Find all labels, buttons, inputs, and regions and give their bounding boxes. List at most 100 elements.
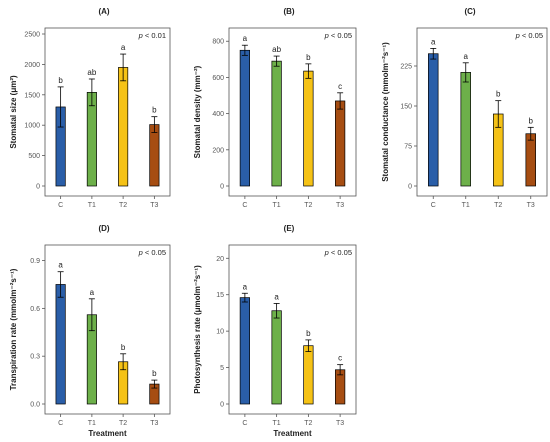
plot-frame bbox=[44, 27, 171, 197]
panel-title: (E) bbox=[284, 224, 295, 233]
significance-letter: c bbox=[338, 82, 342, 91]
significance-letter: a bbox=[243, 34, 248, 43]
y-tick-label: 0 bbox=[220, 184, 224, 191]
significance-letter: a bbox=[90, 288, 95, 297]
panel-e: (E) 0 5 10 15 20 a Ca T1 b T2 c T3 p < 0.05 Photosynth… bbox=[193, 224, 357, 438]
significance-letter: a bbox=[274, 292, 279, 301]
significance-letter: a bbox=[431, 37, 436, 46]
bar-t3 bbox=[335, 100, 346, 187]
p-value-annotation: p < 0.05 bbox=[324, 31, 352, 40]
y-tick-label: 0.9 bbox=[30, 258, 40, 265]
bar-t1 bbox=[271, 310, 282, 405]
y-tick-label: 0 bbox=[36, 184, 40, 191]
bar-t2 bbox=[303, 70, 314, 187]
significance-letter: c bbox=[338, 354, 342, 363]
p-value-annotation: p < 0.05 bbox=[138, 248, 166, 257]
bar-t2 bbox=[303, 345, 314, 405]
x-tick-label: C bbox=[242, 202, 247, 209]
bar-c bbox=[55, 284, 66, 405]
x-tick-label: T3 bbox=[150, 420, 158, 427]
y-axis-label: Stomatal density (mm⁻²) bbox=[193, 65, 202, 158]
x-tick-label: T1 bbox=[273, 420, 281, 427]
significance-letter: b bbox=[306, 53, 311, 62]
y-tick-label: 0.6 bbox=[30, 306, 40, 313]
plot-frame bbox=[228, 27, 357, 197]
plot-frame bbox=[228, 244, 357, 415]
plot-frame bbox=[44, 244, 171, 415]
x-tick-label: C bbox=[431, 202, 436, 209]
x-tick-label: C bbox=[242, 420, 247, 427]
bar-t1 bbox=[271, 60, 282, 187]
y-axis-label: Stomatal size (μm²) bbox=[9, 75, 18, 149]
x-tick-label: C bbox=[58, 420, 63, 427]
x-tick-label: T3 bbox=[150, 202, 158, 209]
y-tick-label: 600 bbox=[212, 75, 224, 82]
y-tick-label: 0.3 bbox=[30, 354, 40, 361]
significance-letter: b bbox=[496, 90, 501, 99]
significance-letter: b bbox=[58, 76, 63, 85]
bar-t2 bbox=[118, 67, 129, 187]
significance-letter: a bbox=[243, 282, 248, 291]
p-value-annotation: p < 0.01 bbox=[138, 31, 166, 40]
significance-letter: ab bbox=[87, 68, 96, 77]
y-tick-label: 800 bbox=[212, 39, 224, 46]
y-tick-label: 10 bbox=[216, 329, 224, 336]
bar-t3 bbox=[149, 124, 160, 187]
y-tick-label: 15 bbox=[216, 292, 224, 299]
y-tick-label: 2500 bbox=[24, 32, 40, 39]
y-tick-label: 225 bbox=[400, 64, 412, 71]
y-tick-label: 75 bbox=[404, 144, 412, 151]
panel-title: (A) bbox=[98, 7, 109, 16]
significance-letter: b bbox=[152, 369, 157, 378]
significance-letter: a bbox=[464, 52, 469, 61]
y-tick-label: 0 bbox=[220, 402, 224, 409]
y-tick-label: 200 bbox=[212, 147, 224, 154]
bar-c bbox=[239, 49, 250, 187]
x-tick-label: T2 bbox=[119, 202, 127, 209]
plot-frame bbox=[416, 27, 548, 197]
y-tick-label: 0.0 bbox=[30, 402, 40, 409]
bar-c bbox=[428, 53, 439, 187]
y-axis-label: Stomatal conductance (mmolm⁻²s⁻¹) bbox=[381, 42, 390, 182]
x-tick-label: C bbox=[58, 202, 63, 209]
bar-t3 bbox=[525, 133, 536, 187]
panel-a: (A) 0 500 1000 1500 2000 2500 b Cab T1 a T2 b T3 p < 0… bbox=[9, 7, 171, 209]
x-tick-label: T1 bbox=[88, 202, 96, 209]
panel-title: (C) bbox=[464, 7, 475, 16]
panel-title: (D) bbox=[98, 224, 109, 233]
y-tick-label: 20 bbox=[216, 256, 224, 263]
significance-letter: b bbox=[121, 343, 126, 352]
x-tick-label: T3 bbox=[527, 202, 535, 209]
significance-letter: b bbox=[306, 329, 311, 338]
x-tick-label: T1 bbox=[88, 420, 96, 427]
p-value-annotation: p < 0.05 bbox=[324, 248, 352, 257]
significance-letter: b bbox=[152, 106, 157, 115]
significance-letter: ab bbox=[272, 45, 281, 54]
y-tick-label: 1000 bbox=[24, 123, 40, 130]
bar-t1 bbox=[460, 72, 471, 187]
p-value-annotation: p < 0.05 bbox=[515, 31, 543, 40]
x-axis-label: Treatment bbox=[273, 429, 312, 438]
x-tick-label: T3 bbox=[336, 420, 344, 427]
y-tick-label: 500 bbox=[28, 153, 40, 160]
significance-letter: a bbox=[58, 261, 63, 270]
y-tick-label: 0 bbox=[408, 184, 412, 191]
y-axis-label: Photosynthesis rate (μmolm⁻²s⁻¹) bbox=[193, 265, 202, 394]
bar-c bbox=[239, 297, 250, 405]
x-tick-label: T2 bbox=[304, 202, 312, 209]
y-axis-label: Transpiration rate (mmolm⁻²s⁻¹) bbox=[9, 268, 18, 390]
significance-letter: a bbox=[121, 43, 126, 52]
y-tick-label: 400 bbox=[212, 111, 224, 118]
x-tick-label: T1 bbox=[273, 202, 281, 209]
x-axis-label: Treatment bbox=[88, 429, 127, 438]
x-tick-label: T2 bbox=[304, 420, 312, 427]
y-tick-label: 1500 bbox=[24, 92, 40, 99]
x-tick-label: T2 bbox=[494, 202, 502, 209]
significance-letter: b bbox=[529, 116, 534, 125]
bar-t1 bbox=[86, 92, 97, 187]
panel-d: (D) 0.0 0.3 0.6 0.9 a Ca T1 b T2 b T3 p < 0.05 Transp… bbox=[9, 224, 171, 438]
panel-c: (C) 0 75 150 225 a Ca T1 b T2 b T3 p < 0.05 Stomatal … bbox=[381, 7, 548, 209]
panel-b: (B) 0 200 400 600 800 a Cab T1 b T2 c T3 p < 0.05 Stom… bbox=[193, 7, 357, 209]
panel-title: (B) bbox=[283, 7, 294, 16]
